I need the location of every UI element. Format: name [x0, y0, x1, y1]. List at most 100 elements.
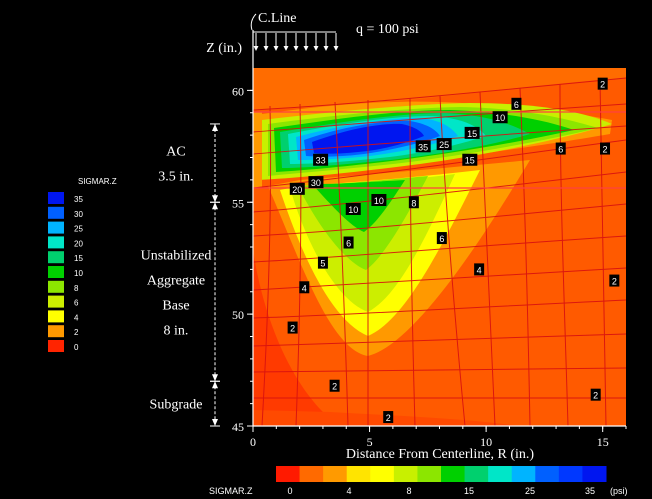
layer-arrow-down: [212, 195, 218, 203]
load-label: q = 100 psi: [356, 22, 419, 37]
legend-swatch: [48, 221, 64, 234]
contour-label: 33: [316, 156, 326, 166]
y-tick-label: 50: [232, 308, 244, 322]
layer-name: 8 in.: [164, 323, 189, 338]
legend-swatch: [48, 266, 64, 278]
contour-label-bg: [299, 281, 310, 294]
contour-label-bg: [371, 194, 387, 207]
colorbar: SIGMAR.Z 0 4 8 15 25 35 (psi): [209, 466, 628, 496]
legend-swatch: [48, 325, 64, 338]
colorbar-swatch: [582, 466, 607, 482]
legend-swatch: [48, 192, 64, 204]
load-diagram: C.Line q = 100 psi: [250, 11, 419, 51]
contour-label-bg: [345, 202, 361, 215]
colorbar-swatch: [299, 466, 324, 482]
contour-label-bg: [436, 138, 452, 151]
legend-label: 25: [74, 225, 83, 234]
contour-label-bg: [343, 236, 354, 249]
colorbar-tick-label: 0: [287, 486, 292, 496]
contour-label-bg: [597, 77, 608, 90]
colorbar-swatch: [441, 466, 466, 482]
legend-label: 6: [74, 299, 79, 308]
load-arrow-head: [323, 46, 329, 51]
colorbar-swatch: [370, 466, 395, 482]
colorbar-swatch: [464, 466, 489, 482]
contour-label-bg: [408, 196, 419, 209]
legend-label: 15: [74, 254, 83, 263]
contour-label: 35: [418, 142, 428, 152]
contour-labels: 2 6 10 15 25 35 33 15 6 2 30 20 10 10 8 6 6 5 4 4 2 2 2 2 2: [287, 77, 620, 424]
legend-label: 4: [74, 313, 79, 322]
colorbar-tick-label: 15: [464, 486, 474, 496]
contour-label-bg: [600, 142, 611, 155]
colorbar-tick-label: 4: [346, 486, 351, 496]
contour-label: 2: [600, 80, 605, 90]
legend-swatch: [48, 340, 64, 352]
contour-label: 6: [346, 239, 351, 249]
colorbar-swatch: [558, 466, 583, 482]
legend-swatch: [48, 206, 64, 219]
contour-label: 15: [465, 156, 475, 166]
contour-label-bg: [383, 411, 394, 424]
legend-swatch: [48, 251, 64, 264]
x-tick-label: 15: [597, 435, 609, 449]
contour-label: 2: [612, 277, 617, 287]
legend-swatch: [48, 295, 64, 308]
colorbar-swatch: [346, 466, 371, 482]
contour-label: 10: [374, 196, 384, 206]
contour-label-bg: [308, 176, 324, 189]
legend-label: 30: [74, 210, 83, 219]
contour-label: 4: [477, 265, 482, 275]
colorbar-unit: (psi): [610, 486, 628, 496]
layer-annotations: AC 3.5 in. Unstabilized Aggregate Base 8 in. S…: [141, 123, 220, 427]
y-axis-ticks: 45 50 55 60: [232, 84, 253, 434]
legend-label: 2: [74, 328, 79, 337]
colorbar-tick-label: 35: [585, 486, 595, 496]
legend-swatch: [48, 280, 64, 293]
contour-label-bg: [474, 263, 485, 276]
layer-name: Base: [162, 298, 189, 313]
colorbar-swatch: [276, 466, 301, 482]
colorbar-swatch: [393, 466, 418, 482]
legend-label: 10: [74, 269, 83, 278]
y-tick-label: 45: [232, 420, 244, 434]
element-mesh: [252, 77, 627, 427]
layer-arrow-up: [212, 123, 218, 131]
load-arrow-head: [263, 46, 269, 51]
contour-label: 30: [311, 178, 321, 188]
layer-name: Subgrade: [150, 398, 203, 413]
x-axis-label: Distance From Centerline, R (in.): [346, 447, 535, 462]
contour-label-bg: [287, 321, 298, 334]
contour-label-bg: [464, 126, 480, 139]
load-arrow-head: [273, 46, 279, 51]
legend-label: 8: [74, 284, 79, 293]
contour-label-bg: [329, 379, 340, 392]
colorbar-swatch: [535, 466, 560, 482]
contour-label: 25: [439, 140, 449, 150]
contour-label-bg: [317, 256, 328, 269]
layer-arrow-up: [212, 202, 218, 210]
layer-name: 3.5 in.: [158, 170, 193, 185]
contour-label-bg: [609, 274, 620, 287]
contour-label: 15: [467, 129, 477, 139]
y-tick-label: 55: [232, 196, 244, 210]
layer-arrow-down: [212, 374, 218, 382]
load-arrow-head: [253, 46, 259, 51]
contour-label: 10: [495, 113, 505, 123]
colorbar-title: SIGMAR.Z: [209, 486, 253, 496]
x-axis-ticks: 0 5 10 15: [250, 426, 627, 449]
load-arrow-head: [293, 46, 299, 51]
contour-field: [253, 68, 626, 426]
contour-label: 2: [386, 413, 391, 423]
legend-label: 35: [74, 195, 83, 204]
contour-label: 2: [603, 145, 608, 155]
colorbar-swatch: [417, 466, 442, 482]
contour-label: 10: [348, 205, 358, 215]
layer-arrow-up: [212, 381, 218, 389]
layer-arrow-down: [212, 419, 218, 426]
contour-label-bg: [289, 182, 305, 195]
contour-label: 6: [514, 100, 519, 110]
contour-label-bg: [492, 111, 508, 124]
